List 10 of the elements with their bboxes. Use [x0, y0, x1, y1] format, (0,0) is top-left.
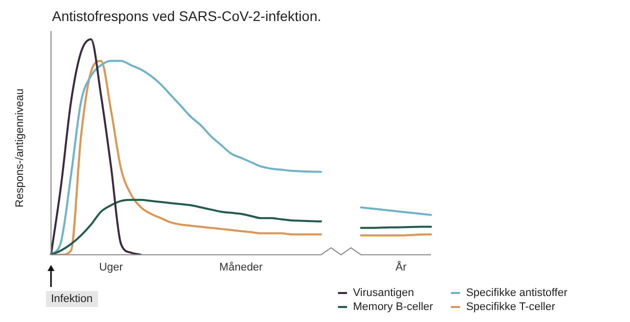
- x-tick-label: År: [396, 260, 407, 274]
- legend-label: Virusantigen: [353, 287, 414, 299]
- y-axis-title: Respons-/antigenniveau: [14, 88, 26, 208]
- x-tick-label: Måneder: [219, 261, 264, 274]
- legend-label: Memory B-celler: [353, 301, 434, 313]
- x-tick-label: Uger: [99, 261, 124, 274]
- chart-title: Antistofrespons ved SARS-CoV-2-infektion.: [52, 8, 322, 24]
- legend-label: Specifikke antistoffer: [466, 287, 568, 299]
- legend-label: Specifikke T-celler: [466, 301, 556, 313]
- text: Infektion: [46, 291, 98, 307]
